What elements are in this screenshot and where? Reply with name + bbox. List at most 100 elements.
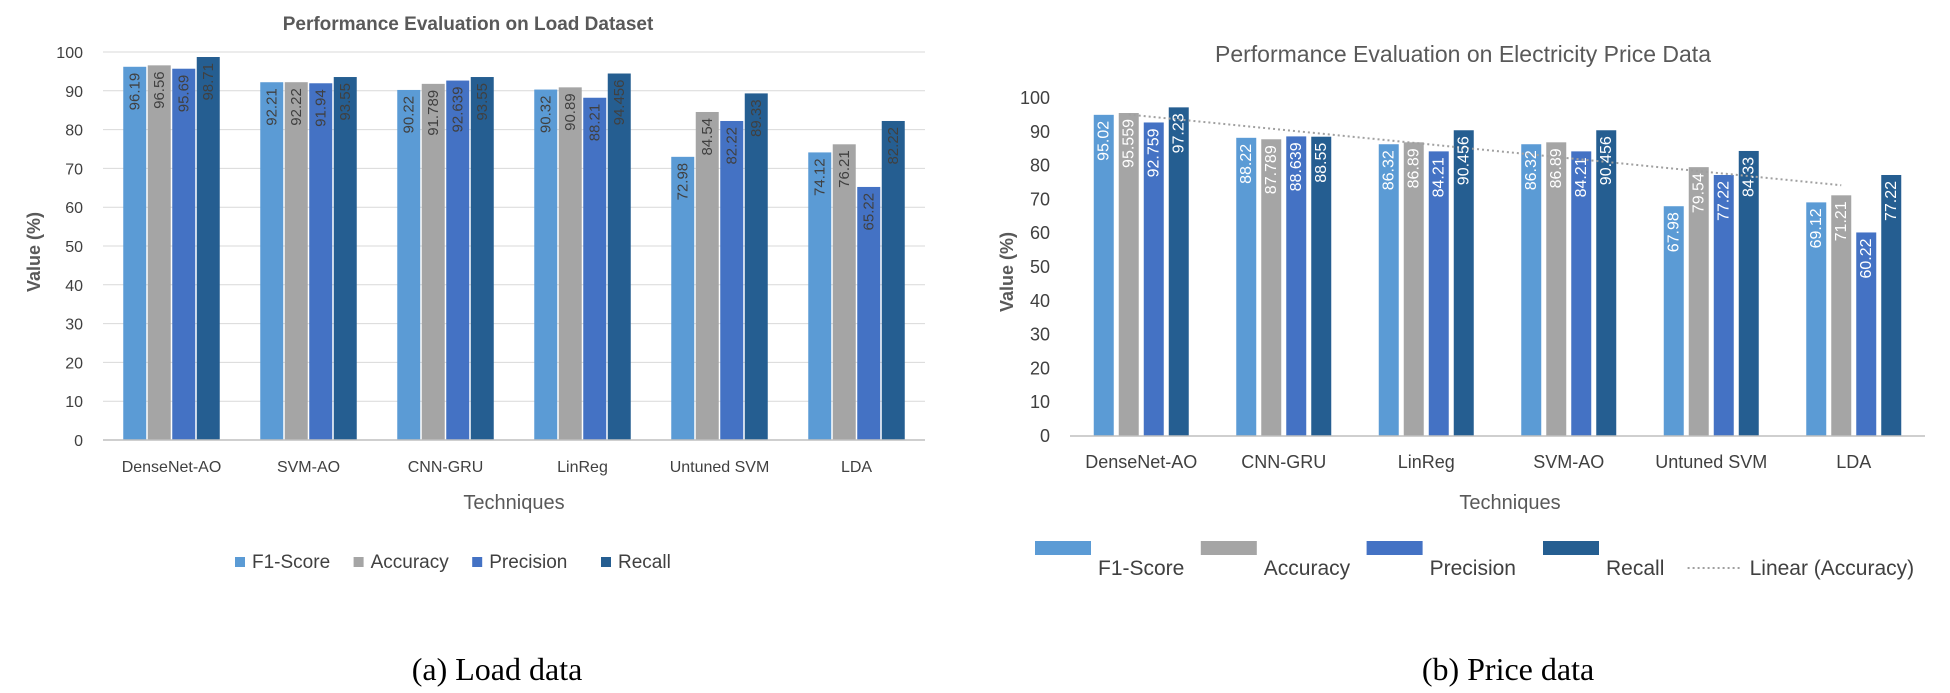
price-chart-y-tick-label: 40 — [1030, 291, 1050, 311]
price-chart-y-tick-label: 90 — [1030, 122, 1050, 142]
load-chart-x-tick-label: CNN-GRU — [408, 459, 484, 476]
load-chart-bar-recall — [333, 77, 357, 440]
load-chart-legend-swatch-recall — [601, 557, 611, 567]
price-chart-legend-swatch-accuracy — [1200, 541, 1257, 555]
price-chart-data-label: 88.55 — [1313, 143, 1330, 183]
price-chart-data-label: 88.639 — [1288, 142, 1305, 191]
load-chart-bar-f1-score — [534, 89, 558, 440]
price-chart-data-label: 86.89 — [1406, 148, 1423, 188]
price-chart-data-label: 95.02 — [1096, 121, 1113, 161]
load-chart-y-tick-label: 0 — [74, 433, 83, 450]
load-chart-data-label: 74.12 — [812, 158, 829, 196]
load-chart-x-tick-label: DenseNet-AO — [122, 459, 222, 476]
load-chart-data-label: 91.94 — [313, 89, 330, 127]
price-chart-data-label: 90.456 — [1598, 136, 1615, 185]
price-chart-y-axis-title: Value (%) — [997, 232, 1017, 312]
load-chart-x-tick-label: LDA — [841, 459, 872, 476]
load-chart-data-label: 96.19 — [127, 73, 144, 111]
price-chart-y-tick-label: 60 — [1030, 223, 1050, 243]
load-chart-legend-label: Recall — [618, 552, 671, 573]
price-chart-y-tick-label: 0 — [1040, 426, 1050, 446]
price-chart-bar-f1-score — [1236, 137, 1257, 436]
load-chart-x-tick-label: Untuned SVM — [670, 459, 770, 476]
load-chart-data-label: 93.55 — [474, 83, 491, 121]
load-chart-legend-label: F1-Score — [252, 552, 330, 573]
load-chart-bar-accuracy — [284, 82, 308, 440]
load-chart-y-tick-label: 100 — [56, 45, 83, 62]
load-chart-bar-precision — [172, 68, 196, 440]
load-chart-x-axis-title: Techniques — [463, 492, 564, 514]
price-chart-data-label: 77.22 — [1716, 181, 1733, 221]
price-chart-x-tick-label: DenseNet-AO — [1085, 452, 1197, 472]
load-chart-bar-f1-score — [671, 156, 695, 441]
price-chart-data-label: 67.98 — [1666, 212, 1683, 252]
load-chart-y-tick-label: 10 — [65, 394, 83, 411]
price-chart-title: Performance Evaluation on Electricity Pr… — [1215, 41, 1711, 67]
load-chart-bar-accuracy — [421, 83, 445, 441]
load-chart-x-tick-label: SVM-AO — [277, 459, 340, 476]
price-chart-bar-precision — [1571, 151, 1592, 437]
load-chart-bar-precision — [857, 186, 881, 440]
load-chart-data-label: 93.55 — [337, 83, 354, 121]
load-chart-y-tick-label: 70 — [65, 161, 83, 178]
load-chart-bar-f1-score — [397, 89, 421, 440]
load-chart-data-label: 76.21 — [836, 150, 853, 188]
load-chart-bar-accuracy — [695, 111, 719, 440]
price-chart-bar-f1-score — [1093, 114, 1114, 436]
load-chart-y-tick-label: 30 — [65, 317, 83, 334]
price-chart-data-label: 95.559 — [1121, 119, 1138, 168]
price-chart-bar-accuracy — [1546, 142, 1567, 436]
load-chart-bar-precision — [720, 120, 744, 441]
price-chart-bar-accuracy — [1118, 113, 1139, 436]
price-chart-legend: F1-Score Accuracy Precision Recall Linear (A… — [1035, 541, 1914, 580]
price-chart-bar-accuracy — [1261, 139, 1282, 436]
price-chart-y-tick-label: 70 — [1030, 189, 1050, 209]
price-chart: Performance Evaluation on Electricity Pr… — [985, 0, 1950, 687]
price-chart-bar-recall — [1596, 130, 1617, 436]
load-chart-bar-recall — [607, 73, 631, 441]
load-chart-x-tick-label: LinReg — [557, 459, 608, 476]
price-chart-data-label: 90.456 — [1456, 136, 1473, 185]
load-chart-y-axis-title: Value (%) — [24, 212, 44, 292]
load-chart-data-label: 92.22 — [288, 88, 305, 126]
load-chart-bar-precision — [583, 97, 607, 440]
price-chart-legend-swatch-precision — [1366, 541, 1423, 555]
price-chart-data-label: 84.21 — [1573, 157, 1590, 197]
load-chart-bar-recall — [470, 77, 494, 440]
price-chart-bar-f1-score — [1378, 144, 1399, 436]
load-chart: Performance Evaluation on Load Dataset 0… — [0, 0, 965, 687]
price-chart-bar-accuracy — [1831, 195, 1852, 436]
load-chart-data-label: 72.98 — [675, 163, 692, 201]
price-chart-legend-label: Recall — [1606, 557, 1664, 580]
load-chart-bar-recall — [881, 120, 905, 441]
load-chart-y-tick-label: 90 — [65, 84, 83, 101]
price-chart-legend-label: Precision — [1430, 557, 1516, 580]
load-chart-data-label: 92.639 — [450, 87, 467, 133]
load-chart-legend-label: Accuracy — [371, 552, 450, 573]
load-chart-bar-precision — [446, 80, 470, 441]
load-chart-data-label: 96.56 — [151, 71, 168, 109]
price-chart-bar-f1-score — [1806, 202, 1827, 436]
load-chart-data-label: 88.21 — [587, 104, 604, 142]
price-chart-x-tick-label: LinReg — [1398, 452, 1455, 472]
price-chart-bar-recall — [1881, 174, 1902, 436]
load-chart-data-label: 90.22 — [401, 96, 418, 134]
price-chart-y-tick-label: 10 — [1030, 392, 1050, 412]
price-chart-y-tick-label: 50 — [1030, 257, 1050, 277]
price-chart-caption: (b) Price data — [1422, 651, 1594, 687]
load-chart-bar-recall — [744, 93, 768, 440]
load-chart-data-label: 65.22 — [861, 193, 878, 231]
price-chart-data-label: 92.759 — [1146, 128, 1163, 177]
price-chart-bar-precision — [1143, 122, 1164, 436]
load-chart-title: Performance Evaluation on Load Dataset — [283, 14, 654, 35]
load-chart-data-label: 90.89 — [562, 93, 579, 131]
load-chart-legend-swatch-precision — [472, 557, 483, 567]
price-chart-data-label: 79.54 — [1691, 173, 1708, 213]
price-chart-data-label: 86.89 — [1548, 148, 1565, 188]
price-chart-y-tick-label: 100 — [1020, 88, 1050, 108]
price-chart-bar-recall — [1168, 107, 1189, 436]
price-chart-bar-accuracy — [1688, 167, 1709, 437]
load-chart-data-label: 94.456 — [611, 80, 628, 126]
price-chart-data-label: 97.23 — [1171, 113, 1188, 153]
